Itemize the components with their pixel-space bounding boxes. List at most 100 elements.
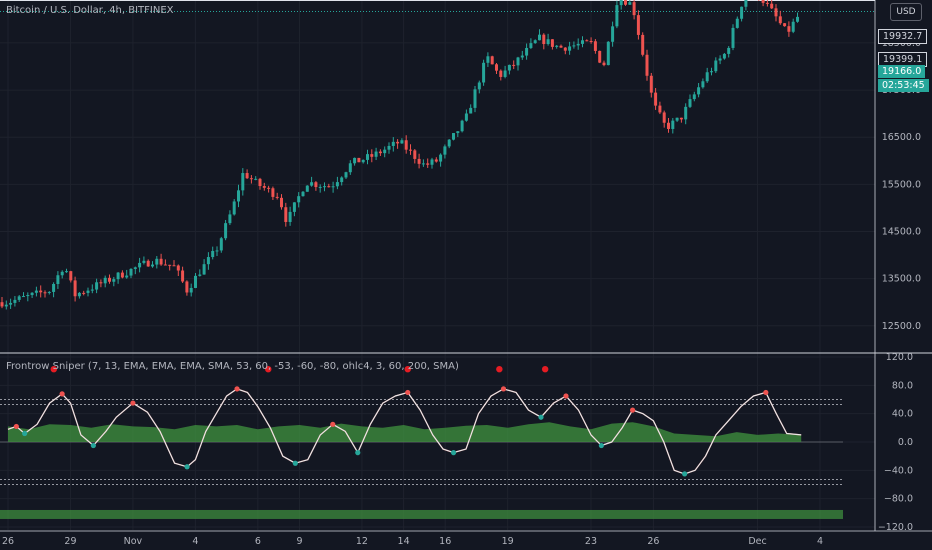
candle-body	[654, 92, 658, 106]
osc-trough-marker	[538, 414, 544, 420]
candle-body	[434, 159, 438, 162]
candle-body	[47, 291, 51, 293]
candle-body	[624, 0, 627, 5]
candle-body	[430, 159, 434, 165]
candle-body	[138, 262, 142, 268]
osc-peak-marker	[563, 393, 569, 399]
candle-body	[9, 302, 13, 305]
candle-body	[34, 290, 38, 293]
time-tick-label: 26	[647, 536, 659, 547]
candle-body	[370, 154, 374, 157]
candle-body	[611, 26, 615, 42]
candle-body	[90, 289, 94, 291]
candle-body	[331, 186, 335, 188]
candle-body	[568, 46, 572, 51]
price-tick-label: 14500.0	[882, 227, 921, 238]
candle-body	[679, 117, 683, 120]
price-tick-label: 12500.0	[882, 321, 921, 332]
candle-body	[697, 87, 701, 95]
candle-body	[490, 56, 494, 65]
candle-body	[796, 16, 799, 22]
candle-body	[452, 133, 455, 140]
candle-body	[783, 23, 787, 27]
candle-body	[344, 172, 348, 178]
candle-body	[0, 302, 4, 307]
signal-dot	[541, 366, 549, 373]
candle-body	[297, 196, 301, 203]
candle-body	[245, 173, 249, 179]
candle-body	[99, 282, 103, 284]
candle-body	[761, 0, 765, 3]
candle-body	[495, 64, 498, 71]
candle-body	[469, 107, 473, 114]
candle-body	[361, 159, 365, 163]
candle-body	[275, 196, 279, 198]
candle-body	[232, 201, 236, 215]
candle-body	[710, 71, 713, 73]
candle-body	[641, 34, 645, 55]
candle-body	[185, 281, 189, 293]
candle-body	[267, 187, 271, 189]
candle-body	[387, 145, 391, 150]
candle-body	[292, 202, 296, 212]
candle-body	[456, 131, 460, 134]
candle-body	[503, 70, 507, 77]
time-tick-label: 23	[585, 536, 597, 547]
candle-body	[108, 277, 111, 282]
candle-body	[262, 186, 266, 188]
candle-body	[310, 182, 314, 186]
candle-body	[538, 34, 541, 41]
candle-body	[323, 186, 326, 188]
candle-body	[198, 274, 202, 276]
candle-body	[202, 264, 206, 275]
candle-body	[194, 275, 197, 288]
osc-peak-marker	[630, 407, 636, 413]
price-tick-label: 13500.0	[882, 274, 921, 285]
candle-body	[722, 53, 726, 59]
candle-body	[60, 271, 64, 276]
candle-body	[95, 282, 99, 290]
candle-body	[400, 140, 404, 144]
signal-dot	[496, 366, 503, 373]
price-tick-label: 15500.0	[882, 179, 921, 190]
candle-body	[56, 275, 60, 284]
candle-body	[486, 56, 490, 63]
osc-peak-marker	[405, 389, 411, 396]
candle-body	[86, 290, 90, 293]
candle-body	[555, 45, 559, 47]
candle-body	[735, 18, 739, 28]
candle-body	[181, 270, 185, 282]
candle-body	[318, 186, 322, 188]
candle-body	[529, 43, 533, 48]
candle-body	[65, 271, 68, 273]
candle-body	[684, 106, 688, 120]
candle-body	[645, 54, 649, 76]
candle-body	[314, 182, 318, 188]
candle-body	[288, 211, 292, 222]
osc-peak-marker	[330, 421, 336, 427]
candle-body	[443, 146, 447, 155]
candle-body	[615, 5, 619, 27]
candle-body	[241, 173, 245, 191]
candle-body	[189, 287, 193, 293]
osc-trough-marker	[598, 442, 604, 449]
candle-body	[731, 27, 735, 48]
candle-body	[658, 105, 662, 113]
signal-dot	[50, 366, 58, 373]
time-tick-label: 4	[817, 536, 823, 547]
time-tick-label: 12	[356, 536, 368, 547]
time-tick-label: 26	[2, 536, 14, 547]
osc-trough-marker	[355, 450, 361, 456]
candle-body	[482, 62, 486, 83]
time-tick-label: 9	[296, 536, 302, 547]
time-tick-label: Dec	[748, 536, 766, 547]
candle-body	[525, 47, 529, 56]
candle-body	[662, 112, 666, 123]
currency-button[interactable]: USD	[890, 3, 922, 21]
candle-body	[589, 40, 593, 42]
osc-tick-label: 40.0	[892, 409, 913, 420]
candle-body	[675, 117, 679, 121]
candle-body	[787, 26, 791, 32]
candle-body	[228, 214, 232, 224]
